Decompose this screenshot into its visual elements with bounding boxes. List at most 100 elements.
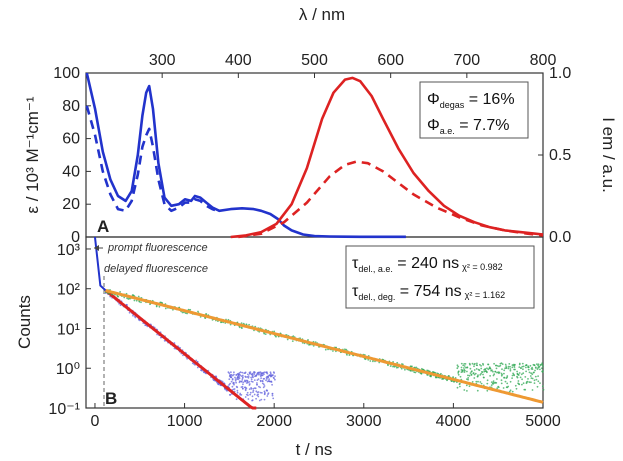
decay-data-point — [538, 365, 541, 368]
decay-data-point — [511, 377, 513, 379]
decay-data-point — [493, 373, 496, 376]
decay-data-point — [483, 376, 485, 379]
decay-data-point — [263, 385, 266, 387]
decay-data-point — [268, 378, 270, 381]
decay-data-point — [271, 383, 273, 386]
decay-data-point — [486, 389, 489, 392]
decay-data-point — [262, 386, 265, 389]
decay-data-point — [267, 376, 270, 379]
decay-data-point — [217, 383, 220, 386]
decay-data-point — [534, 366, 537, 369]
decay-data-point — [415, 366, 418, 369]
decay-data-point — [271, 392, 274, 395]
log-y-tick-label: 10² — [57, 282, 81, 299]
decay-data-point — [240, 380, 243, 383]
decay-data-point — [248, 381, 251, 383]
decay-data-point — [474, 362, 476, 365]
decay-data-point — [263, 371, 266, 374]
decay-data-point — [484, 368, 486, 370]
decay-data-point — [524, 388, 527, 391]
decay-data-point — [248, 323, 251, 326]
decay-data-point — [537, 375, 539, 377]
decay-data-point — [252, 387, 255, 390]
decay-data-point — [462, 364, 465, 367]
decay-data-point — [240, 322, 243, 324]
decay-data-point — [459, 385, 461, 388]
decay-data-point — [196, 366, 199, 369]
decay-data-point — [409, 369, 412, 372]
decay-data-point — [476, 389, 479, 392]
panel-b-ticks: 0 1000 2000 3000 4000 5000 10⁻¹ 10⁰ 10¹ 10² 10³ — [48, 242, 560, 430]
decay-data-point — [518, 383, 520, 385]
decay-data-point — [364, 358, 367, 361]
decay-data-point — [345, 348, 348, 351]
decay-data-point — [229, 394, 231, 396]
decay-data-point — [478, 369, 481, 372]
decay-data-point — [253, 371, 256, 374]
decay-data-point — [522, 365, 525, 368]
decay-data-point — [226, 390, 228, 392]
decay-data-point — [266, 372, 269, 375]
decay-data-point — [477, 380, 479, 383]
decay-data-point — [496, 378, 498, 380]
decay-data-point — [140, 301, 142, 304]
decay-data-point — [539, 368, 541, 371]
decay-data-point — [480, 382, 483, 385]
decay-data-point — [492, 380, 495, 382]
decay-data-point — [535, 378, 538, 381]
right-y-tick-label: 1.0 — [549, 65, 571, 82]
decay-data-point — [186, 312, 189, 315]
decay-data-point — [518, 366, 521, 368]
decay-data-point — [274, 378, 276, 381]
decay-data-point — [245, 379, 248, 382]
decay-data-point — [524, 376, 527, 378]
decay-data-point — [464, 369, 466, 372]
decay-data-point — [501, 373, 503, 376]
decay-data-point — [457, 373, 460, 376]
decay-data-point — [505, 366, 508, 369]
decay-data-point — [233, 371, 235, 374]
decay-data-point — [274, 375, 276, 377]
decay-data-point — [163, 339, 166, 342]
decay-data-point — [502, 387, 505, 389]
decay-data-point — [241, 377, 244, 380]
bottom-x-tick-label: 1000 — [167, 413, 203, 430]
decay-data-point — [479, 363, 481, 366]
decay-data-point — [387, 364, 389, 367]
spectrum-series-0 — [85, 72, 406, 239]
decay-data-point — [271, 394, 274, 397]
decay-data-point — [404, 368, 406, 371]
decay-data-point — [263, 398, 266, 401]
prompt-fluorescence-label: prompt fluorescence — [107, 242, 208, 254]
decay-data-point — [369, 360, 372, 362]
decay-data-point — [533, 379, 536, 382]
decay-data-point — [459, 375, 462, 378]
decay-data-point — [273, 330, 276, 333]
decay-data-point — [509, 368, 512, 370]
decay-data-point — [263, 332, 266, 335]
decay-data-point — [250, 378, 253, 381]
decay-data-point — [241, 371, 244, 374]
decay-data-point — [239, 393, 242, 396]
decay-data-point — [238, 377, 241, 380]
decay-data-point — [244, 371, 247, 374]
log-y-tick-label: 10⁰ — [56, 361, 80, 378]
decay-data-point — [367, 358, 370, 361]
decay-data-point — [460, 366, 463, 369]
decay-data-0 — [104, 289, 276, 402]
decay-data-point — [475, 368, 478, 370]
decay-data-point — [531, 373, 534, 376]
decay-data-point — [537, 363, 540, 366]
decay-data-point — [495, 382, 498, 384]
decay-data-point — [119, 291, 121, 293]
quantum-yield-ae: Φa.e. = 7.7% — [427, 117, 509, 136]
decay-data-point — [396, 361, 399, 364]
decay-data-point — [507, 367, 510, 370]
decay-data-point — [265, 379, 267, 382]
decay-data-point — [267, 392, 270, 394]
decay-data-point — [249, 391, 252, 394]
decay-data-point — [205, 313, 208, 315]
decay-data-point — [504, 363, 507, 366]
decay-data-point — [249, 372, 251, 375]
decay-data-point — [522, 372, 525, 375]
